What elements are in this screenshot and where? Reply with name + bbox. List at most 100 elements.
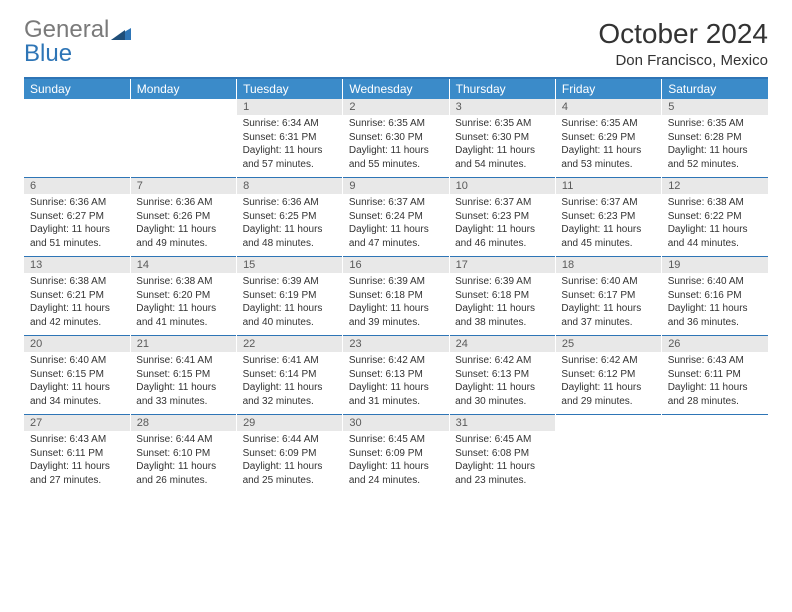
day-content-cell: Sunrise: 6:43 AMSunset: 6:11 PMDaylight:…: [24, 431, 130, 493]
day-number-cell: 28: [130, 415, 236, 432]
sunset-text: Sunset: 6:15 PM: [136, 369, 210, 380]
day-header-cell: Tuesday: [237, 78, 343, 99]
day-number-cell: 31: [449, 415, 555, 432]
day-header-cell: Thursday: [449, 78, 555, 99]
day-content-cell: Sunrise: 6:38 AMSunset: 6:22 PMDaylight:…: [662, 194, 768, 257]
sunset-text: Sunset: 6:31 PM: [243, 132, 317, 143]
daylight-text: Daylight: 11 hours and 27 minutes.: [30, 461, 110, 486]
day-number-cell: 30: [343, 415, 449, 432]
sunrise-text: Sunrise: 6:41 AM: [136, 355, 212, 366]
sunset-text: Sunset: 6:26 PM: [136, 211, 210, 222]
sunrise-text: Sunrise: 6:39 AM: [243, 276, 319, 287]
day-content-cell: Sunrise: 6:35 AM Sunset: 6:28 PM Daylight:…: [662, 115, 768, 178]
location: Don Francisco, Mexico: [598, 52, 768, 69]
day-content-cell: Sunrise: 6:36 AMSunset: 6:26 PMDaylight:…: [130, 194, 236, 257]
day-content-cell: Sunrise: 6:42 AMSunset: 6:13 PMDaylight:…: [343, 352, 449, 415]
daylight-text: Daylight: 11 hours and 52 minutes.: [668, 145, 748, 170]
sunset-text: Sunset: 6:11 PM: [668, 369, 741, 380]
sunset-text: Sunset: 6:10 PM: [136, 448, 210, 459]
sunset-text: Sunset: 6:24 PM: [349, 211, 423, 222]
day-number-cell: 21: [130, 336, 236, 353]
sunset-text: Sunset: 6:19 PM: [243, 290, 317, 301]
title-block: October 2024 Don Francisco, Mexico: [598, 18, 768, 69]
day-number-cell: [130, 99, 236, 115]
logo-text: GeneralBlue: [24, 18, 131, 66]
day-number-cell: 18: [555, 257, 661, 274]
sunrise-text: Sunrise: 6:38 AM: [136, 276, 212, 287]
sunset-text: Sunset: 6:09 PM: [243, 448, 317, 459]
day-number-cell: 27: [24, 415, 130, 432]
daylight-text: Daylight: 11 hours and 44 minutes.: [668, 224, 748, 249]
day-number-cell: 1: [237, 99, 343, 115]
day-number-cell: 20: [24, 336, 130, 353]
day-number-cell: 11: [555, 178, 661, 195]
day-content-cell: Sunrise: 6:35 AMSunset: 6:29 PMDaylight:…: [555, 115, 661, 178]
day-content-cell: Sunrise: 6:38 AMSunset: 6:20 PMDaylight:…: [130, 273, 236, 336]
day-content-cell: Sunrise: 6:44 AMSunset: 6:09 PMDaylight:…: [237, 431, 343, 493]
day-content-cell: Sunrise: 6:35 AM Sunset: 6:30 PM Daylight:…: [343, 115, 449, 178]
sunrise-text: Sunrise: 6:40 AM: [561, 276, 637, 287]
logo: GeneralBlue: [24, 18, 131, 66]
sunset-text: Sunset: 6:27 PM: [30, 211, 104, 222]
page: GeneralBlue October 2024 Don Francisco, …: [0, 0, 792, 493]
sunset-text: Sunset: 6:15 PM: [30, 369, 104, 380]
sunset-text: Sunset: 6:23 PM: [561, 211, 635, 222]
sunrise-text: Sunrise: 6:35 AM: [668, 118, 744, 129]
daylight-text: Daylight: 11 hours and 36 minutes.: [668, 303, 748, 328]
day-content-cell: Sunrise: 6:39 AMSunset: 6:18 PMDaylight:…: [449, 273, 555, 336]
day-number-cell: 15: [237, 257, 343, 274]
sunrise-text: Sunrise: 6:35 AM: [349, 118, 425, 129]
day-number-cell: 2: [343, 99, 449, 115]
day-content-cell: Sunrise: 6:40 AMSunset: 6:17 PMDaylight:…: [555, 273, 661, 336]
daylight-text: Daylight: 11 hours and 38 minutes.: [455, 303, 535, 328]
day-number-cell: 17: [449, 257, 555, 274]
sunrise-text: Sunrise: 6:44 AM: [136, 434, 212, 445]
day-header-row: SundayMondayTuesdayWednesdayThursdayFrid…: [24, 78, 768, 99]
day-number-cell: 26: [662, 336, 768, 353]
day-content-cell: Sunrise: 6:36 AM Sunset: 6:25 PM Daylight:…: [237, 194, 343, 257]
day-content-cell: Sunrise: 6:38 AMSunset: 6:21 PMDaylight:…: [24, 273, 130, 336]
sunrise-text: Sunrise: 6:37 AM: [455, 197, 531, 208]
day-content-row: Sunrise: 6:40 AM Sunset: 6:15 PM Daylight:…: [24, 352, 768, 415]
day-content-cell: Sunrise: 6:41 AM Sunset: 6:15 PM Daylight:…: [130, 352, 236, 415]
sunrise-text: Sunrise: 6:41 AM: [243, 355, 319, 366]
sunrise-text: Sunrise: 6:38 AM: [30, 276, 106, 287]
sunrise-text: Sunrise: 6:43 AM: [668, 355, 744, 366]
daylight-text: Daylight: 11 hours and 30 minutes.: [455, 382, 535, 407]
day-content-cell: Sunrise: 6:39 AM Sunset: 6:19 PM Daylight:…: [237, 273, 343, 336]
day-number-cell: 12: [662, 178, 768, 195]
day-header-cell: Friday: [555, 78, 661, 99]
sunrise-text: Sunrise: 6:37 AM: [349, 197, 425, 208]
day-number-cell: 9: [343, 178, 449, 195]
sunrise-text: Sunrise: 6:36 AM: [243, 197, 319, 208]
day-header-cell: Wednesday: [343, 78, 449, 99]
sunset-text: Sunset: 6:12 PM: [561, 369, 635, 380]
sunset-text: Sunset: 6:30 PM: [349, 132, 423, 143]
daylight-text: Daylight: 11 hours and 55 minutes.: [349, 145, 429, 170]
daylight-text: Daylight: 11 hours and 53 minutes.: [561, 145, 641, 170]
sunset-text: Sunset: 6:30 PM: [455, 132, 529, 143]
daylight-text: Daylight: 11 hours and 49 minutes.: [136, 224, 216, 249]
daylight-text: Daylight: 11 hours and 54 minutes.: [455, 145, 535, 170]
daylight-text: Daylight: 11 hours and 29 minutes.: [561, 382, 641, 407]
daylight-text: Daylight: 11 hours and 48 minutes.: [243, 224, 323, 249]
day-content-row: Sunrise: 6:38 AMSunset: 6:21 PMDaylight:…: [24, 273, 768, 336]
sunrise-text: Sunrise: 6:45 AM: [349, 434, 425, 445]
sunset-text: Sunset: 6:28 PM: [668, 132, 742, 143]
day-number-cell: 5: [662, 99, 768, 115]
day-number-cell: 7: [130, 178, 236, 195]
day-content-cell: Sunrise: 6:42 AMSunset: 6:13 PMDaylight:…: [449, 352, 555, 415]
sunrise-text: Sunrise: 6:34 AM: [243, 118, 319, 129]
sunset-text: Sunset: 6:25 PM: [243, 211, 317, 222]
sunrise-text: Sunrise: 6:42 AM: [455, 355, 531, 366]
sunrise-text: Sunrise: 6:40 AM: [30, 355, 106, 366]
day-number-cell: 16: [343, 257, 449, 274]
header: GeneralBlue October 2024 Don Francisco, …: [24, 18, 768, 69]
sunset-text: Sunset: 6:23 PM: [455, 211, 529, 222]
daylight-text: Daylight: 11 hours and 40 minutes.: [243, 303, 323, 328]
daylight-text: Daylight: 11 hours and 33 minutes.: [136, 382, 216, 407]
daylight-text: Daylight: 11 hours and 34 minutes.: [30, 382, 110, 407]
month-title: October 2024: [598, 18, 768, 50]
sunset-text: Sunset: 6:11 PM: [30, 448, 103, 459]
daylight-text: Daylight: 11 hours and 57 minutes.: [243, 145, 323, 170]
